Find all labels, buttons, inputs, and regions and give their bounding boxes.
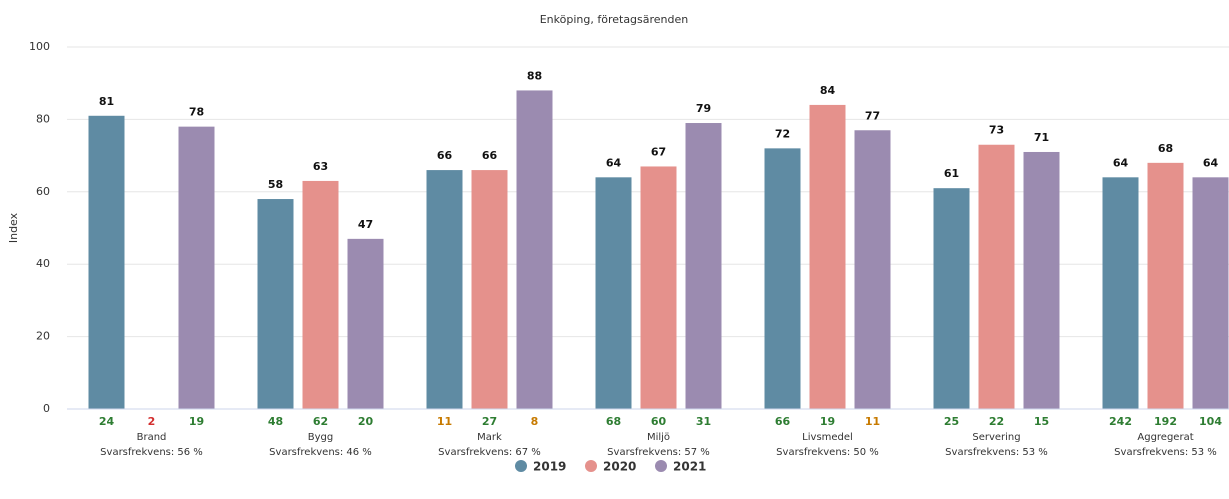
bar [1147,162,1184,409]
bar [1102,177,1139,409]
count-label: 20 [358,415,374,428]
bar [933,188,970,409]
x-tick-label: Bygg [308,432,333,443]
count-label: 15 [1034,415,1049,428]
count-label: 242 [1109,415,1132,428]
bar [978,144,1015,410]
x-tick-label: Brand [137,432,167,443]
value-label: 71 [1034,131,1049,144]
response-rate: Svarsfrekvens: 53 % [1114,447,1217,458]
value-label: 81 [99,95,114,108]
bar [178,126,215,409]
count-label: 11 [865,415,880,428]
value-label: 64 [1203,156,1219,169]
count-label: 27 [482,415,497,428]
legend-marker [585,460,597,472]
y-axis-label: Index [7,212,20,243]
count-label: 104 [1199,415,1222,428]
count-label: 8 [531,415,539,428]
y-tick-label: 60 [36,185,50,198]
count-label: 25 [944,415,959,428]
count-label: 19 [189,415,204,428]
count-label: 11 [437,415,452,428]
count-label: 66 [775,415,791,428]
count-label: 62 [313,415,328,428]
bar [471,170,508,409]
value-label: 67 [651,145,666,158]
value-label: 73 [989,124,1004,137]
bar [426,170,463,409]
y-tick-label: 20 [36,330,50,343]
count-label: 31 [696,415,711,428]
value-label: 66 [437,149,453,162]
bar [809,104,846,410]
response-rate: Svarsfrekvens: 53 % [945,447,1048,458]
response-rate: Svarsfrekvens: 67 % [438,447,541,458]
legend-marker [515,460,527,472]
value-label: 68 [1158,142,1173,155]
value-label: 63 [313,160,328,173]
bar [516,90,553,409]
bar [640,166,677,409]
count-label: 19 [820,415,835,428]
value-label: 64 [1113,156,1129,169]
x-tick-label: Aggregerat [1137,432,1193,443]
y-tick-label: 40 [36,257,50,270]
count-label: 2 [148,415,156,428]
bar [595,177,632,409]
value-label: 84 [820,84,836,97]
bar [257,199,294,409]
value-label: 47 [358,218,373,231]
bar [347,238,384,409]
bar [88,115,125,409]
count-label: 48 [268,415,283,428]
bar [685,123,722,410]
bar [764,148,801,410]
response-rate: Svarsfrekvens: 46 % [269,447,372,458]
y-tick-label: 0 [43,402,50,415]
count-label: 22 [989,415,1004,428]
y-tick-label: 80 [36,112,50,125]
chart-title: Enköping, företagsärenden [540,13,689,26]
legend-label: 2020 [603,460,636,474]
value-label: 58 [268,178,283,191]
response-rate: Svarsfrekvens: 57 % [607,447,710,458]
legend-label: 2019 [533,460,566,474]
x-tick-label: Mark [477,432,502,443]
value-label: 72 [775,127,790,140]
bar [1023,151,1060,410]
legend-marker [655,460,667,472]
count-label: 24 [99,415,115,428]
count-label: 192 [1154,415,1177,428]
count-label: 60 [651,415,667,428]
bar [854,130,891,409]
x-tick-label: Servering [972,432,1020,443]
value-label: 66 [482,149,498,162]
value-label: 79 [696,102,711,115]
count-label: 68 [606,415,621,428]
value-label: 78 [189,106,204,119]
response-rate: Svarsfrekvens: 50 % [776,447,879,458]
x-tick-label: Livsmedel [802,432,853,443]
value-label: 88 [527,69,542,82]
value-label: 77 [865,109,880,122]
value-label: 64 [606,156,622,169]
bar [302,180,339,409]
legend-label: 2021 [673,460,706,474]
bar [1192,177,1229,409]
x-tick-label: Miljö [647,432,670,443]
response-rate: Svarsfrekvens: 56 % [100,447,203,458]
value-label: 61 [944,167,959,180]
y-tick-label: 100 [29,40,50,53]
